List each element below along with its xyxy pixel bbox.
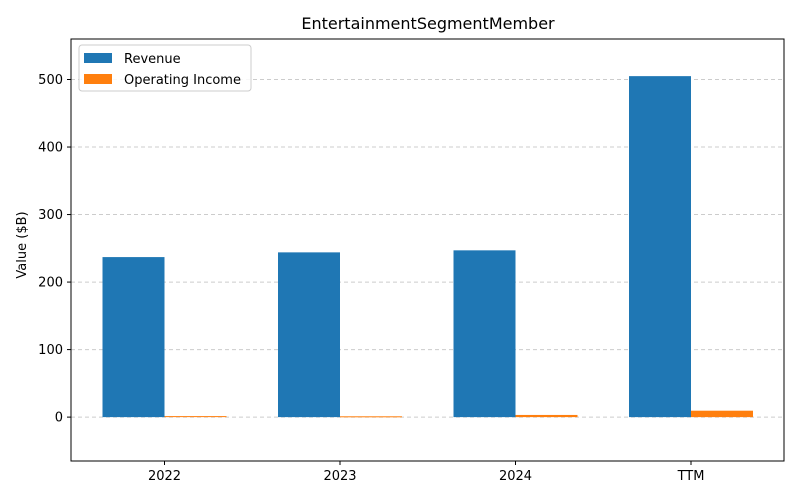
bar-revenue — [278, 252, 340, 418]
y-tick-label: 0 — [55, 411, 63, 426]
plot-frame — [70, 38, 785, 462]
y-axis: 0 100 200 300 400 500 — [38, 73, 71, 426]
legend: Revenue Operating Income — [78, 44, 252, 92]
y-tick-label: 300 — [38, 208, 63, 223]
bar-revenue — [629, 76, 691, 418]
bars — [102, 76, 753, 418]
bar-operating-income — [164, 416, 227, 418]
bar-operating-income — [515, 414, 578, 418]
x-tick-label: 2023 — [323, 469, 356, 484]
y-tick-label: 400 — [38, 141, 63, 156]
bar-operating-income — [691, 410, 753, 418]
y-axis-label: Value ($B) — [15, 211, 30, 278]
legend-swatch — [84, 53, 112, 63]
legend-label: Operating Income — [124, 73, 241, 88]
y-tick-label: 100 — [38, 343, 63, 358]
bar-operating-income — [340, 416, 402, 418]
chart-title: EntertainmentSegmentMember — [301, 14, 555, 33]
x-tick-label: 2024 — [499, 469, 532, 484]
y-tick-label: 200 — [38, 276, 63, 291]
x-tick-label: TTM — [677, 469, 705, 484]
y-tick-label: 500 — [38, 73, 63, 88]
bar-revenue — [453, 250, 516, 418]
x-axis: 2022 2023 2024 TTM — [148, 461, 704, 484]
bar-revenue — [102, 257, 165, 418]
x-tick-label: 2022 — [148, 469, 181, 484]
legend-swatch — [84, 74, 112, 84]
legend-box — [78, 44, 252, 92]
legend-label: Revenue — [124, 52, 181, 67]
